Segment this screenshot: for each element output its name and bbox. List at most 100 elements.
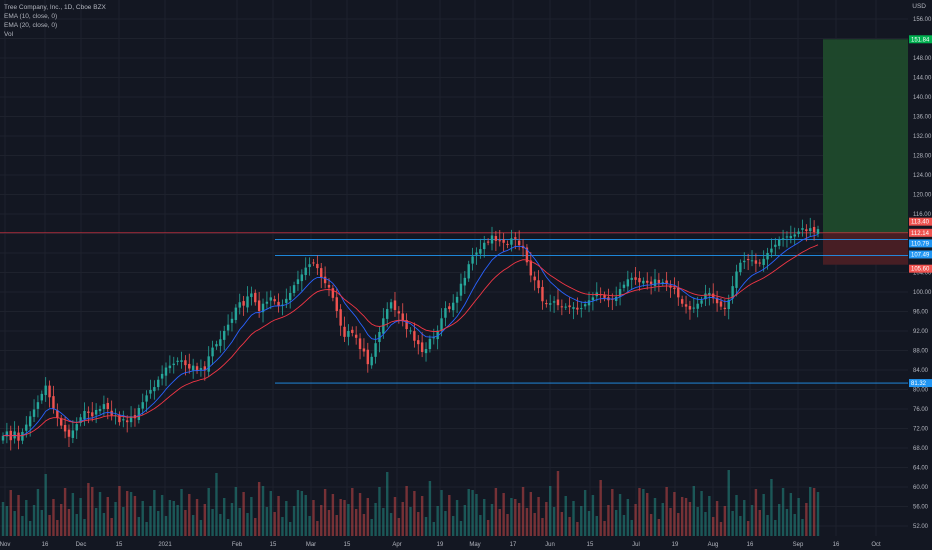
legend-volume[interactable]: Vol xyxy=(4,31,14,38)
candle-body xyxy=(304,267,307,276)
price-tick-label: 56.00 xyxy=(913,505,929,511)
candle-body xyxy=(514,237,517,239)
volume-bar xyxy=(176,505,179,536)
volume-bar xyxy=(25,500,28,536)
volume-bar xyxy=(417,512,420,536)
volume-bar xyxy=(506,514,509,536)
volume-bar xyxy=(28,521,32,536)
candle-body xyxy=(420,342,424,352)
candle-body xyxy=(436,330,439,340)
candle-body xyxy=(149,389,152,394)
stop-zone xyxy=(823,232,908,265)
candle-body xyxy=(145,395,148,402)
candle-body xyxy=(347,331,350,337)
time-tick-label: Jun xyxy=(545,542,555,548)
price-tag-label: 105.60 xyxy=(911,267,930,273)
volume-bar xyxy=(774,520,777,536)
volume-bar xyxy=(455,500,459,536)
candle-body xyxy=(48,385,51,398)
chart-legend: Tree Company, Inc., 1D, Cboe BZX EMA (10… xyxy=(4,3,106,39)
volume-bar xyxy=(223,498,226,536)
candle-body xyxy=(312,262,315,264)
candle-body xyxy=(265,301,269,304)
candle-body xyxy=(762,258,765,265)
candle-body xyxy=(712,293,715,299)
volume-bar xyxy=(87,483,90,536)
volume-bar xyxy=(549,486,552,536)
volume-bar xyxy=(677,513,680,536)
candle-body xyxy=(793,234,796,237)
price-tags: 151.84 113.40 112.14 110.79 107.49 105.60 81.3… xyxy=(909,35,932,388)
volume-bar xyxy=(172,501,175,536)
horizontal-levels[interactable] xyxy=(0,232,908,384)
legend-symbol[interactable]: Tree Company, Inc., 1D, Cboe BZX xyxy=(4,4,106,11)
price-tick-label: 116.00 xyxy=(913,212,932,218)
price-tick-label: 132.00 xyxy=(913,134,932,140)
price-tag-box xyxy=(909,379,932,388)
candle-body xyxy=(626,279,630,287)
volume-bar xyxy=(281,517,284,536)
volume-bar xyxy=(587,511,591,536)
volume-bar xyxy=(580,506,583,536)
candle-body xyxy=(164,367,168,376)
volume-bar xyxy=(715,501,719,536)
volume-bar xyxy=(114,502,117,536)
volume-bar xyxy=(125,491,129,536)
candle-body xyxy=(94,409,98,415)
volume-bar xyxy=(684,498,688,536)
candle-body xyxy=(754,260,758,264)
candle-body xyxy=(486,241,490,243)
candle-body xyxy=(688,306,692,310)
candle-body xyxy=(498,240,501,242)
candle-body xyxy=(731,286,734,299)
candle-body xyxy=(238,302,241,308)
candle-body xyxy=(549,303,552,305)
volume-bar xyxy=(110,518,113,536)
volume-bar xyxy=(498,509,501,536)
volume-bar xyxy=(502,493,505,536)
volume-bar xyxy=(21,516,24,536)
volume-bar xyxy=(312,500,315,536)
position-zones[interactable] xyxy=(823,39,908,265)
legend-ema-slow[interactable]: EMA (20, close, 0) xyxy=(4,22,58,29)
candle-body xyxy=(160,373,164,379)
candle-body xyxy=(199,368,203,370)
volume-bar xyxy=(805,503,808,536)
candle-body xyxy=(374,343,377,357)
candle-body xyxy=(541,286,544,302)
time-tick-label: Mar xyxy=(306,542,316,548)
candle-body xyxy=(700,300,703,304)
volume-bar xyxy=(40,510,44,536)
legend-ema-fast[interactable]: EMA (10, close, 0) xyxy=(4,13,58,20)
volume-bar xyxy=(653,498,657,536)
volume-bar xyxy=(63,488,67,536)
candle-body xyxy=(704,293,707,300)
volume-bar xyxy=(335,515,338,536)
candle-body xyxy=(106,402,109,409)
volume-bar xyxy=(789,493,793,536)
volume-bar xyxy=(661,503,664,536)
volume-bar xyxy=(444,511,447,536)
volume-bar xyxy=(568,517,571,536)
candle-body xyxy=(801,228,804,230)
volume-bar xyxy=(529,492,533,536)
volume-bar xyxy=(556,471,560,536)
candle-body xyxy=(692,307,696,309)
volume-bar xyxy=(9,490,12,536)
volume-bar xyxy=(576,522,579,536)
candle-body xyxy=(622,284,626,288)
volume-bar xyxy=(537,497,540,536)
volume-bar xyxy=(261,486,265,536)
candle-body xyxy=(735,271,738,288)
volume-bar xyxy=(60,504,63,536)
candle-body xyxy=(1,435,5,441)
volume-bar xyxy=(168,500,172,536)
volume-bar xyxy=(801,519,804,536)
volume-bar xyxy=(215,473,218,536)
price-tick-label: 124.00 xyxy=(913,173,932,179)
volume-bar xyxy=(770,479,773,536)
candle-body xyxy=(459,283,463,296)
volume-bar xyxy=(440,490,443,536)
volume-bar xyxy=(785,509,789,536)
